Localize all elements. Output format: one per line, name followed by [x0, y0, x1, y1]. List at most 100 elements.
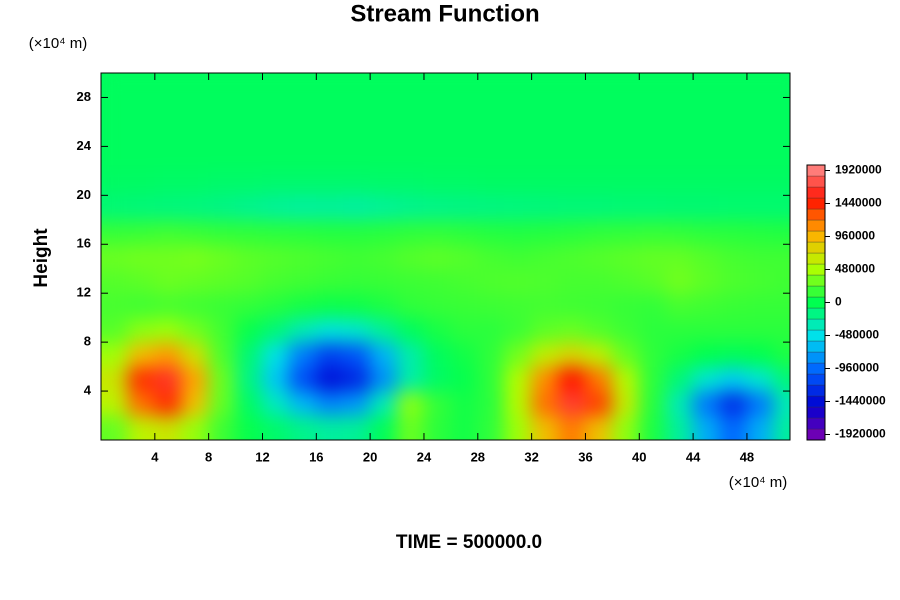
field-cell [746, 292, 775, 319]
field-cell [235, 243, 263, 270]
field-cell [288, 121, 317, 147]
field-cell [531, 317, 560, 343]
field-cell [423, 268, 452, 294]
colorbar-band [806, 164, 826, 177]
field-cell [773, 268, 790, 294]
field-cell [746, 366, 775, 392]
field-cell [531, 121, 560, 147]
field-cell [423, 145, 452, 172]
field-cell [665, 292, 694, 319]
field-cell [746, 219, 775, 245]
field-cell [692, 96, 721, 123]
field-cell [261, 145, 290, 172]
field-cell [719, 317, 748, 343]
colorbar-band [806, 384, 826, 397]
field-cell [342, 121, 371, 147]
field-cell [450, 96, 479, 123]
field-cell [208, 268, 237, 294]
chart-title: Stream Function [350, 0, 539, 27]
field-cell [450, 219, 479, 245]
field-cell [235, 170, 263, 196]
field-cell [531, 268, 560, 294]
field-cell [504, 194, 533, 221]
y-tick-label: 20 [77, 187, 91, 202]
colorbar-band [806, 373, 826, 386]
field-cell [531, 194, 560, 221]
field-cell [773, 96, 790, 123]
field-cell [261, 96, 290, 123]
field-cell [127, 390, 156, 417]
field-cell [531, 96, 560, 123]
field-cell [396, 73, 425, 98]
field-cell [288, 243, 317, 270]
field-cell [665, 366, 694, 392]
field-cell [558, 268, 586, 294]
field-cell [611, 390, 640, 417]
field-cell [235, 341, 263, 368]
y-tick-label: 8 [84, 334, 91, 349]
y-axis-label: Height [31, 228, 52, 288]
field-cell [638, 73, 667, 98]
field-cell [288, 219, 317, 245]
field-cell [342, 390, 371, 417]
x-tick-label: 32 [524, 449, 538, 464]
field-cell [342, 415, 371, 440]
field-cell [127, 121, 156, 147]
field-cell [773, 145, 790, 172]
field-cell [558, 390, 586, 417]
field-cell [101, 96, 129, 123]
field-cell [342, 170, 371, 196]
field-cell [101, 341, 129, 368]
field-cell [611, 268, 640, 294]
field-cell [558, 317, 586, 343]
field-cell [638, 194, 667, 221]
field-cell [531, 219, 560, 245]
field-cell [504, 415, 533, 440]
field-cell [261, 341, 290, 368]
field-cell [396, 415, 425, 440]
field-cell [315, 121, 344, 147]
field-cell [719, 292, 748, 319]
field-cell [101, 170, 129, 196]
field-cell [504, 219, 533, 245]
field-cell [315, 390, 344, 417]
field-cell [369, 145, 398, 172]
field-cell [101, 390, 129, 417]
field-cell [261, 292, 290, 319]
field-cell [773, 170, 790, 196]
field-cell [584, 243, 613, 270]
field-cell [558, 194, 586, 221]
field-cell [181, 390, 210, 417]
field-cell [208, 415, 237, 440]
time-annotation: TIME = 500000.0 [396, 532, 542, 553]
field-cell [504, 170, 533, 196]
field-cell [692, 415, 721, 440]
field-cell [423, 292, 452, 319]
field-cell [315, 366, 344, 392]
field-cell [315, 73, 344, 98]
field-cell [692, 243, 721, 270]
field-cell [181, 170, 210, 196]
colorbar-band [806, 197, 826, 210]
field-cell [396, 219, 425, 245]
field-cell [531, 292, 560, 319]
field-cell [773, 341, 790, 368]
field-cell [154, 219, 183, 245]
field-cell [692, 390, 721, 417]
field-cell [396, 292, 425, 319]
field-cell [558, 73, 586, 98]
colorbar-band [806, 175, 826, 188]
field-cell [181, 194, 210, 221]
field-cell [288, 73, 317, 98]
field-cell [719, 194, 748, 221]
x-unit: (×10⁴ m) [729, 474, 788, 491]
field-cell [558, 415, 586, 440]
field-cell [369, 390, 398, 417]
field-cell [127, 317, 156, 343]
field-cell [773, 317, 790, 343]
field-cell [665, 170, 694, 196]
field-cell [369, 170, 398, 196]
field-cell [611, 341, 640, 368]
field-cell [638, 390, 667, 417]
field-cell [235, 219, 263, 245]
